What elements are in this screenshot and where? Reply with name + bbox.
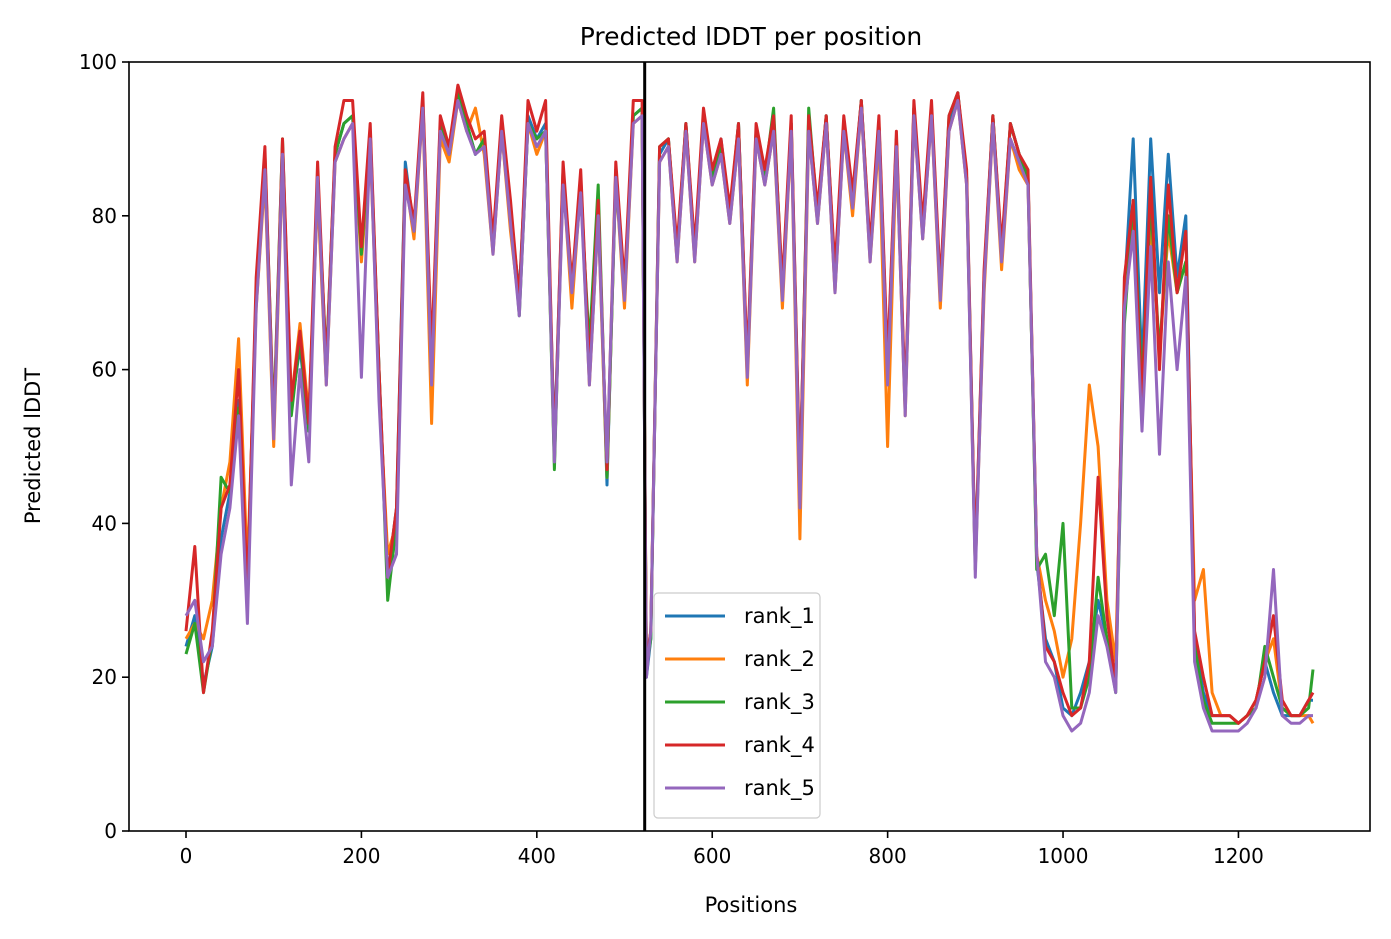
x-tick-label: 600 (693, 844, 731, 868)
axes-frame (128, 61, 1371, 832)
x-tick-label: 0 (180, 844, 193, 868)
y-tick-label: 60 (92, 358, 117, 382)
x-axis-label: Positions (705, 893, 798, 917)
y-tick-label: 40 (92, 511, 117, 535)
chart-title: Predicted lDDT per position (580, 22, 922, 51)
x-tick-label: 200 (342, 844, 380, 868)
legend: rank_1 rank_2 rank_3 rank_4 rank_5 (653, 592, 821, 819)
x-tick-label: 800 (869, 844, 907, 868)
legend-box (653, 592, 821, 819)
legend-label: rank_4 (744, 733, 815, 758)
legend-label: rank_1 (744, 604, 815, 629)
y-tick-label: 80 (92, 204, 117, 228)
legend-label: rank_3 (744, 690, 815, 715)
y-axis-label: Predicted lDDT (21, 368, 45, 524)
x-tick-label: 1000 (1038, 844, 1089, 868)
legend-label: rank_5 (744, 776, 815, 801)
x-tick-label: 400 (518, 844, 556, 868)
ticks-layer: 0 200 400 600 800 1000 1200 0 20 40 60 80 100 (79, 50, 1264, 868)
y-tick-label: 0 (104, 819, 117, 843)
x-tick-label: 1200 (1213, 844, 1264, 868)
series-layer (184, 83, 1315, 733)
y-tick-label: 100 (79, 50, 117, 74)
legend-label: rank_2 (744, 647, 815, 672)
series-line-rank-5 (184, 99, 1313, 733)
y-tick-label: 20 (92, 665, 117, 689)
